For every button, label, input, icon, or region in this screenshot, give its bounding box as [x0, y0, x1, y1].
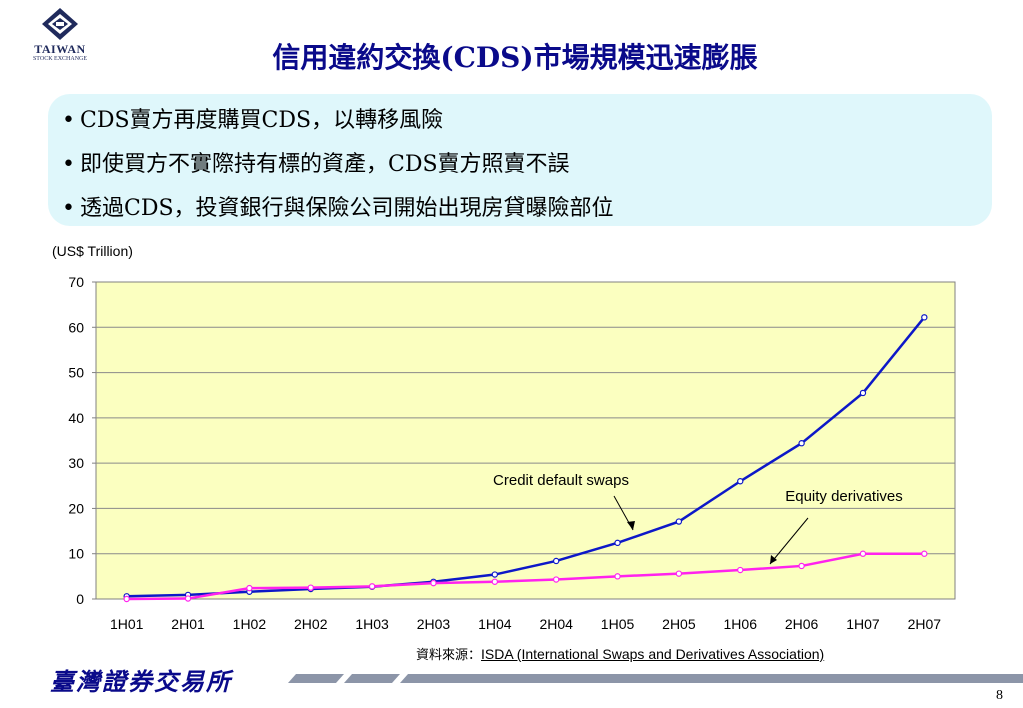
y-tick-labels: 0 10 20 30 40 50 60 70	[68, 274, 84, 607]
x-tick-label: 2H03	[417, 616, 451, 632]
data-point	[675, 518, 683, 525]
plot-area	[95, 281, 956, 600]
y-tick-label: 60	[68, 319, 84, 335]
bullet-item: • 透過CDS，投資銀行與保險公司開始出現房貸曝險部位	[62, 190, 614, 222]
data-point	[921, 314, 928, 321]
taiwan-stock-exchange-logo: TAIWAN STOCK EXCHANGE	[22, 6, 98, 68]
bullet-dot-icon: •	[62, 108, 75, 133]
x-tick-label: 2H02	[294, 616, 328, 632]
y-tick-label: 30	[68, 455, 84, 471]
series-line-1	[126, 552, 925, 601]
bullet-dot-icon: •	[62, 152, 75, 177]
data-point	[491, 571, 499, 578]
logo-subtitle: STOCK EXCHANGE	[32, 56, 88, 62]
logo-name: TAIWAN	[34, 42, 86, 56]
data-point	[921, 550, 928, 557]
data-point	[737, 566, 744, 574]
y-tick-label: 20	[68, 500, 84, 516]
y-tick-label: 10	[68, 546, 84, 562]
annotation-arrowhead-cds	[627, 521, 635, 530]
data-point	[798, 440, 805, 447]
data-point	[184, 595, 192, 602]
source-prefix: 資料來源：	[416, 648, 482, 663]
slide-title: 信用違約交換(CDS)市場規模迅速膨脹	[272, 41, 758, 74]
x-tick-label: 2H01	[171, 616, 205, 632]
y-tick-label: 0	[76, 591, 84, 607]
x-tick-label: 2H06	[785, 616, 819, 632]
x-tick-label: 1H05	[601, 616, 635, 632]
series-lines	[123, 314, 928, 603]
x-tick-labels: 1H01 2H01 1H02 2H02 1H03 2H03 1H04 2H04 1H05 2H05…	[110, 616, 941, 632]
data-point	[737, 478, 744, 485]
bullet-text: 即使買方不實際持有標的資產，CDS賣方照賣不誤	[80, 152, 570, 177]
bullet-dot-icon: •	[62, 196, 75, 221]
x-tick-label: 1H04	[478, 616, 512, 632]
x-tick-label: 1H06	[724, 616, 758, 632]
data-point	[675, 570, 683, 577]
annotation-equity-derivatives: Equity derivatives	[785, 488, 903, 505]
bullet-text: CDS賣方再度購買CDS，以轉移風險	[80, 108, 444, 133]
x-tick-label: 2H07	[908, 616, 942, 632]
y-tick-label: 70	[68, 274, 84, 290]
data-point	[307, 584, 314, 591]
bullet-item: • 即使買方不實際持有標的資產，CDS賣方照賣不誤	[62, 146, 570, 178]
page-number: 8	[996, 688, 1003, 703]
data-point	[430, 579, 437, 587]
data-point	[491, 578, 499, 585]
logo-mark-icon	[42, 8, 78, 40]
gridlines	[92, 281, 955, 600]
source-text: ISDA (International Swaps and Derivative…	[481, 646, 825, 662]
annotation-arrowhead-equity	[770, 555, 777, 564]
bullet-box: • CDS賣方再度購買CDS，以轉移風險 • 即使買方不實際持有標的資產，CDS賣方…	[48, 94, 992, 226]
data-point	[368, 583, 376, 590]
bullet-text: 透過CDS，投資銀行與保險公司開始出現房貸曝險部位	[80, 196, 614, 221]
x-tick-label: 1H07	[846, 616, 880, 632]
y-axis-unit-label: (US$ Trillion)	[52, 243, 133, 259]
data-point	[614, 573, 621, 580]
data-point	[798, 562, 805, 570]
data-point	[859, 550, 867, 557]
data-point	[123, 595, 130, 603]
x-tick-label: 1H02	[233, 616, 267, 632]
data-point	[859, 389, 867, 397]
annotation-credit-default-swaps: Credit default swaps	[493, 472, 629, 489]
series-line-0	[126, 316, 926, 598]
data-point	[552, 557, 560, 565]
annotation-arrow-equity	[769, 517, 809, 565]
y-tick-label: 40	[68, 410, 84, 426]
data-point	[614, 539, 621, 547]
x-tick-label: 2H04	[539, 616, 573, 632]
footer-organization-name: 臺灣證券交易所	[50, 667, 232, 696]
x-tick-label: 1H03	[355, 616, 389, 632]
chart-source: 資料來源：ISDA (International Swaps and Deriv…	[416, 644, 824, 663]
x-tick-label: 2H05	[662, 616, 696, 632]
data-point	[552, 576, 560, 583]
bullet-item: • CDS賣方再度購買CDS，以轉移風險	[62, 102, 443, 134]
x-tick-label: 1H01	[110, 616, 144, 632]
data-point	[246, 584, 253, 592]
y-tick-label: 50	[68, 365, 84, 381]
